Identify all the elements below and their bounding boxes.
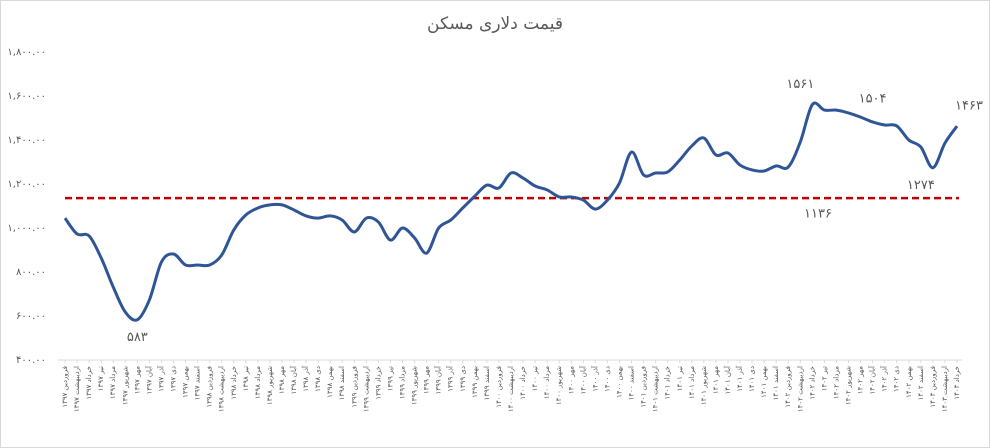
x-tick-label: فروردین ۱۴۰۳ — [929, 366, 937, 408]
y-tick-label: ۱,۲۰۰.۰۰ — [7, 179, 46, 190]
x-tick-label: آذر ۱۴۰۲ — [880, 365, 889, 392]
x-tick-label: اسفند ۱۴۰۰ — [628, 366, 636, 400]
x-tick-label: تیر ۱۳۹۹ — [386, 366, 394, 391]
y-tick-label: ۴۰۰.۰۰ — [16, 355, 46, 366]
x-tick-label: اردیبهشت ۱۴۰۰ — [507, 366, 515, 412]
x-tick-label: آبان ۱۳۹۷ — [144, 365, 153, 394]
x-tick-label: آبان ۱۴۰۰ — [578, 365, 587, 394]
reference-label: ۱۱۳۶ — [804, 207, 832, 222]
x-tick-label: بهمن ۱۴۰۱ — [760, 366, 768, 398]
chart-title: قیمت دلاری مسکن — [427, 14, 563, 34]
x-tick-label: آذر ۱۳۹۷ — [156, 365, 165, 392]
x-tick-label: تیر ۱۴۰۱ — [676, 366, 684, 391]
x-tick-label: اسفند ۱۳۹۸ — [338, 366, 346, 400]
x-tick-label: خرداد ۱۳۹۸ — [230, 366, 238, 400]
x-tick-label: شهریور ۱۳۹۷ — [121, 366, 129, 405]
y-tick-label: ۸۰۰.۰۰ — [16, 267, 46, 278]
x-tick-label: آبان ۱۳۹۹ — [434, 365, 443, 394]
x-tick-label: مهر ۱۳۹۷ — [133, 366, 141, 394]
x-tick-label: فروردین ۱۳۹۸ — [206, 366, 214, 408]
x-tick-label: بهمن ۱۳۹۷ — [182, 366, 190, 398]
x-tick-label: مهر ۱۴۰۲ — [857, 366, 865, 394]
x-tick-label: شهریور ۱۳۹۹ — [411, 366, 419, 405]
data-label: ۱۵۰۴ — [859, 92, 887, 107]
x-tick-label: مهر ۱۴۰۱ — [712, 366, 720, 394]
x-tick-label: آبان ۱۴۰۱ — [723, 365, 732, 394]
x-tick-label: بهمن ۱۴۰۲ — [905, 366, 913, 398]
x-tick-label: مرداد ۱۳۹۸ — [254, 366, 262, 399]
x-tick-label: اردیبهشت ۱۳۹۸ — [218, 366, 226, 412]
data-label: ۱۵۶۱ — [786, 77, 814, 92]
x-tick-label: خرداد ۱۳۹۷ — [85, 366, 93, 400]
data-label: ۱۴۶۳ — [955, 99, 983, 114]
x-tick-label: شهریور ۱۳۹۸ — [266, 366, 274, 405]
data-label: ۵۸۳ — [127, 330, 148, 345]
x-tick-label: دی ۱۳۹۹ — [459, 366, 467, 392]
line-series — [63, 101, 959, 322]
x-tick-label: خرداد ۱۴۰۲ — [808, 366, 816, 400]
x-tick-label: مرداد ۱۴۰۱ — [688, 366, 696, 399]
x-tick-label: مرداد ۱۳۹۹ — [399, 366, 407, 399]
x-tick-label: مرداد ۱۳۹۷ — [109, 366, 117, 399]
x-tick-label: بهمن ۱۳۹۸ — [326, 366, 334, 398]
x-tick-label: دی ۱۳۹۸ — [314, 366, 322, 392]
x-tick-label: خرداد ۱۳۹۹ — [374, 366, 382, 400]
x-tick-label: اسفند ۱۴۰۲ — [917, 366, 925, 400]
x-tick-label: دی ۱۴۰۱ — [748, 366, 756, 392]
x-tick-label: آبان ۱۴۰۲ — [868, 365, 877, 394]
x-tick-label: آبان ۱۳۹۸ — [289, 365, 298, 394]
x-tick-label: اردیبهشت ۱۳۹۷ — [73, 366, 81, 412]
x-tick-label: مهر ۱۴۰۰ — [567, 366, 575, 394]
x-tick-label: بهمن ۱۴۰۰ — [615, 366, 623, 398]
y-tick-label: ۱,۰۰۰.۰۰ — [7, 223, 46, 234]
y-tick-label: ۱,۴۰۰.۰۰ — [7, 135, 46, 146]
x-tick-label: آذر ۱۳۹۹ — [446, 365, 455, 392]
x-tick-label: فروردین ۱۴۰۰ — [495, 366, 503, 408]
x-tick-label: تیر ۱۳۹۷ — [97, 366, 105, 391]
x-tick-label: مرداد ۱۴۰۲ — [832, 366, 840, 399]
x-tick-label: تیر ۱۴۰۰ — [531, 366, 539, 391]
x-tick-label: مهر ۱۳۹۹ — [423, 366, 431, 394]
x-tick-label: اردیبهشت ۱۳۹۹ — [362, 366, 370, 412]
x-tick-label: فروردین ۱۴۰۱ — [640, 366, 648, 408]
x-tick-label: بهمن ۱۳۹۹ — [471, 366, 479, 398]
x-tick-label: اردیبهشت ۱۴۰۳ — [941, 366, 949, 412]
x-tick-label: اردیبهشت ۱۴۰۲ — [796, 366, 804, 412]
x-tick-label: دی ۱۴۰۰ — [603, 366, 611, 392]
x-tick-label: شهریور ۱۴۰۲ — [845, 366, 853, 405]
data-label: ۱۲۷۴ — [907, 178, 935, 193]
x-tick-label: شهریور ۱۴۰۱ — [700, 366, 708, 405]
x-tick-label: دی ۱۴۰۲ — [893, 366, 901, 392]
x-tick-label: مرداد ۱۴۰۰ — [543, 366, 551, 399]
y-tick-label: ۶۰۰.۰۰ — [16, 311, 46, 322]
x-tick-label: اسفند ۱۳۹۷ — [194, 366, 202, 400]
x-tick-label: دی ۱۳۹۷ — [169, 366, 177, 392]
x-tick-label: آذر ۱۴۰۰ — [590, 365, 599, 392]
x-tick-label: آذر ۱۳۹۸ — [301, 365, 310, 392]
x-tick-label: فروردین ۱۴۰۲ — [784, 366, 792, 408]
x-tick-label: تیر ۱۳۹۸ — [242, 366, 250, 391]
x-tick-label: فروردین ۱۳۹۷ — [61, 366, 69, 408]
y-tick-label: ۱,۸۰۰.۰۰ — [7, 47, 46, 58]
x-tick-label: مهر ۱۳۹۸ — [278, 366, 286, 394]
x-tick-label: اسفند ۱۳۹۹ — [483, 366, 491, 400]
y-tick-label: ۱,۶۰۰.۰۰ — [7, 91, 46, 102]
x-tick-label: خرداد ۱۴۰۰ — [519, 366, 527, 400]
x-tick-label: خرداد ۱۴۰۱ — [664, 366, 672, 400]
x-tick-label: آذر ۱۴۰۱ — [735, 365, 744, 392]
x-tick-label: اسفند ۱۴۰۱ — [772, 366, 780, 400]
x-tick-label: خرداد ۱۴۰۳ — [953, 366, 961, 400]
x-tick-label: تیر ۱۴۰۲ — [820, 366, 828, 391]
x-tick-label: اردیبهشت ۱۴۰۱ — [652, 366, 660, 412]
x-tick-label: شهریور ۱۴۰۰ — [555, 366, 563, 405]
x-tick-label: فروردین ۱۳۹۹ — [350, 366, 358, 408]
